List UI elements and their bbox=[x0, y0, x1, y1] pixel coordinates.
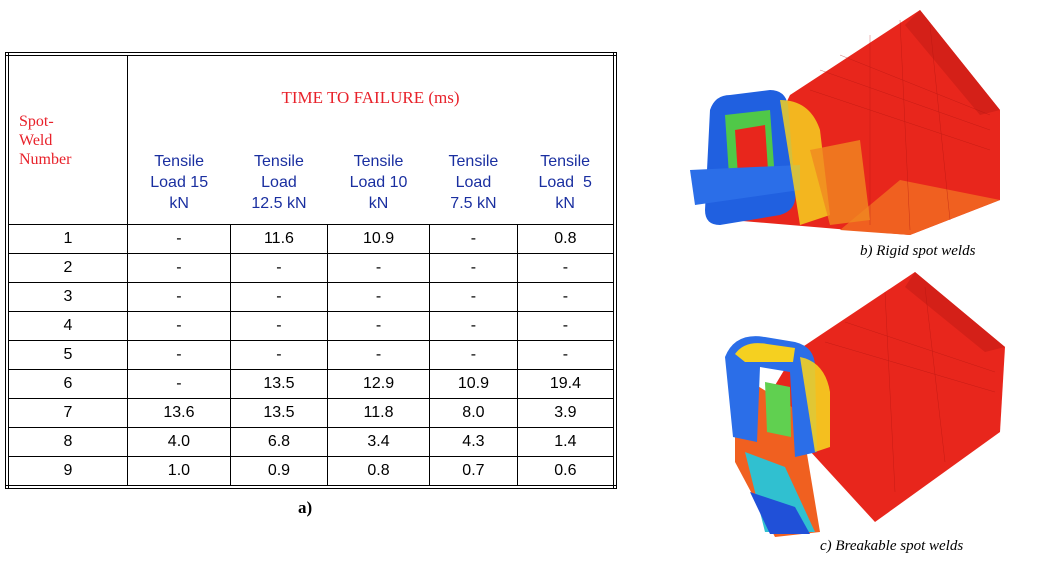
cell: 5 bbox=[7, 341, 128, 370]
cell: - bbox=[517, 254, 615, 283]
cell: - bbox=[230, 283, 327, 312]
cell: 7 bbox=[7, 399, 128, 428]
cell: 11.8 bbox=[328, 399, 430, 428]
cell: 1 bbox=[7, 225, 128, 254]
group-header: TIME TO FAILURE (ms) bbox=[128, 54, 616, 140]
cell: - bbox=[230, 254, 327, 283]
cell: 0.9 bbox=[230, 457, 327, 488]
cell: - bbox=[517, 283, 615, 312]
cell: - bbox=[430, 254, 518, 283]
cell: 6 bbox=[7, 370, 128, 399]
cell: 13.5 bbox=[230, 370, 327, 399]
cell: 3.4 bbox=[328, 428, 430, 457]
column-header-line: kN bbox=[555, 195, 575, 212]
cell: - bbox=[128, 370, 231, 399]
cell: 0.7 bbox=[430, 457, 518, 488]
cell: 4 bbox=[7, 312, 128, 341]
caption-c: c) Breakable spot welds bbox=[820, 538, 963, 555]
column-header-line: Load 10 bbox=[350, 174, 408, 191]
page: Spot-WeldNumberTIME TO FAILURE (ms)Tensi… bbox=[0, 0, 1052, 563]
cell: 10.9 bbox=[430, 370, 518, 399]
column-header-line: Tensile bbox=[354, 153, 404, 170]
column-header: Tensile Load 12.5 kN bbox=[230, 140, 327, 225]
data-row: 2----- bbox=[7, 254, 615, 283]
row-header: Spot- Weld Number bbox=[7, 54, 128, 225]
cell: - bbox=[328, 312, 430, 341]
row-header-line: Spot- bbox=[19, 113, 54, 130]
cell: 0.6 bbox=[517, 457, 615, 488]
cell: - bbox=[430, 341, 518, 370]
cell: 11.6 bbox=[230, 225, 327, 254]
column-header-line: Tensile bbox=[254, 153, 304, 170]
cell: - bbox=[128, 283, 231, 312]
cell: 1.4 bbox=[517, 428, 615, 457]
caption-a: a) bbox=[298, 498, 312, 518]
cell: - bbox=[517, 312, 615, 341]
cell: - bbox=[328, 254, 430, 283]
column-header: Tensile Load 15 kN bbox=[128, 140, 231, 225]
row-header-line: Number bbox=[19, 151, 71, 168]
cell: - bbox=[430, 283, 518, 312]
cell: - bbox=[430, 312, 518, 341]
caption-b: b) Rigid spot welds bbox=[860, 243, 975, 260]
cell: 4.0 bbox=[128, 428, 231, 457]
column-header-line: Tensile bbox=[540, 153, 590, 170]
column-header-line: Load 5 bbox=[538, 174, 591, 191]
column-header-line: Load bbox=[456, 174, 492, 191]
cell: 6.8 bbox=[230, 428, 327, 457]
column-header-line: kN bbox=[169, 195, 189, 212]
cell: 8 bbox=[7, 428, 128, 457]
row-header-line: Weld bbox=[19, 132, 52, 149]
cell: 3.9 bbox=[517, 399, 615, 428]
column-header-line: Load 15 bbox=[150, 174, 208, 191]
column-header: Tensile Load 10 kN bbox=[328, 140, 430, 225]
cell: - bbox=[128, 254, 231, 283]
column-header: Tensile Load 5 kN bbox=[517, 140, 615, 225]
column-header-line: Load bbox=[261, 174, 297, 191]
data-row: 3----- bbox=[7, 283, 615, 312]
cell: - bbox=[328, 283, 430, 312]
cell: - bbox=[128, 312, 231, 341]
cell: 12.9 bbox=[328, 370, 430, 399]
cell: - bbox=[128, 225, 231, 254]
figure-rigid bbox=[670, 0, 1020, 245]
column-header: Tensile Load 7.5 kN bbox=[430, 140, 518, 225]
cell: 10.9 bbox=[328, 225, 430, 254]
column-header-line: 7.5 kN bbox=[450, 195, 496, 212]
cell: 3 bbox=[7, 283, 128, 312]
cell: 1.0 bbox=[128, 457, 231, 488]
cell: 8.0 bbox=[430, 399, 518, 428]
cell: 0.8 bbox=[517, 225, 615, 254]
cell: 9 bbox=[7, 457, 128, 488]
cell: - bbox=[328, 341, 430, 370]
cell: 4.3 bbox=[430, 428, 518, 457]
column-header-line: Tensile bbox=[154, 153, 204, 170]
data-row: 4----- bbox=[7, 312, 615, 341]
cell: 0.8 bbox=[328, 457, 430, 488]
cell: 19.4 bbox=[517, 370, 615, 399]
cell: - bbox=[128, 341, 231, 370]
cell: - bbox=[517, 341, 615, 370]
column-header-line: 12.5 kN bbox=[251, 195, 306, 212]
column-header-line: kN bbox=[369, 195, 389, 212]
cell: 13.5 bbox=[230, 399, 327, 428]
cell: 2 bbox=[7, 254, 128, 283]
figure-breakable bbox=[705, 262, 1015, 547]
data-row: 5----- bbox=[7, 341, 615, 370]
cell: - bbox=[230, 312, 327, 341]
cell: - bbox=[430, 225, 518, 254]
cell: 13.6 bbox=[128, 399, 231, 428]
column-header-line: Tensile bbox=[449, 153, 499, 170]
cell: - bbox=[230, 341, 327, 370]
